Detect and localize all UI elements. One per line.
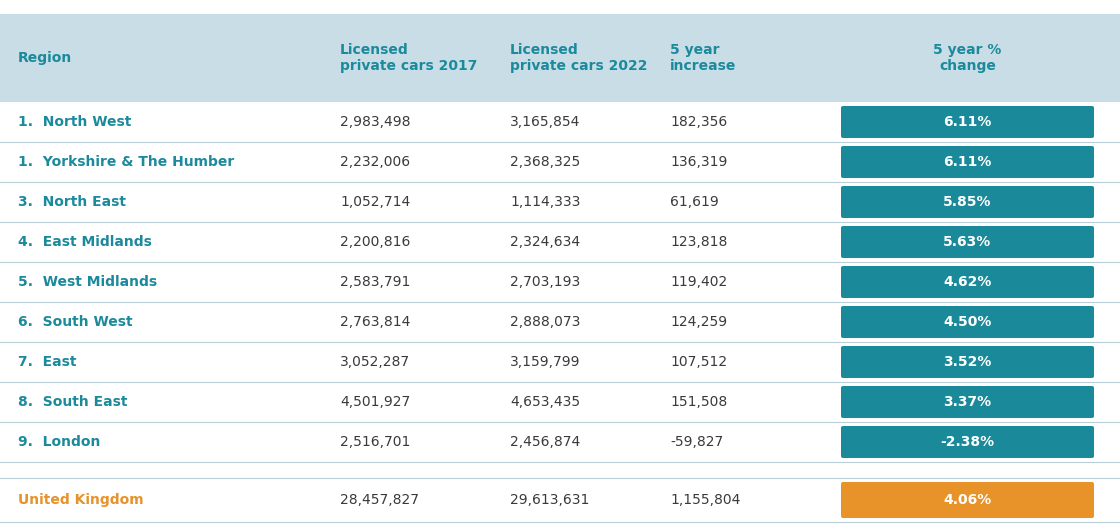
Text: 9.  London: 9. London: [18, 435, 101, 449]
FancyBboxPatch shape: [841, 146, 1094, 178]
Text: 4.62%: 4.62%: [943, 275, 991, 289]
Text: 5 year
increase: 5 year increase: [670, 43, 736, 73]
FancyBboxPatch shape: [841, 426, 1094, 458]
Text: Licensed
private cars 2017: Licensed private cars 2017: [340, 43, 477, 73]
Text: -59,827: -59,827: [670, 435, 724, 449]
Text: 2,583,791: 2,583,791: [340, 275, 410, 289]
Text: 4,501,927: 4,501,927: [340, 395, 410, 409]
Text: 5 year %
change: 5 year % change: [933, 43, 1001, 73]
Text: 4.  East Midlands: 4. East Midlands: [18, 235, 152, 249]
Text: 28,457,827: 28,457,827: [340, 493, 419, 507]
Text: 2,232,006: 2,232,006: [340, 155, 410, 169]
Text: 1.  Yorkshire & The Humber: 1. Yorkshire & The Humber: [18, 155, 234, 169]
FancyBboxPatch shape: [841, 186, 1094, 218]
Text: 2,200,816: 2,200,816: [340, 235, 410, 249]
Text: 29,613,631: 29,613,631: [510, 493, 589, 507]
Text: 119,402: 119,402: [670, 275, 727, 289]
FancyBboxPatch shape: [841, 306, 1094, 338]
Text: 7.  East: 7. East: [18, 355, 76, 369]
Text: 3,159,799: 3,159,799: [510, 355, 580, 369]
Text: 1,052,714: 1,052,714: [340, 195, 410, 209]
Text: 2,516,701: 2,516,701: [340, 435, 410, 449]
Text: 151,508: 151,508: [670, 395, 727, 409]
Text: United Kingdom: United Kingdom: [18, 493, 143, 507]
FancyBboxPatch shape: [841, 226, 1094, 258]
Text: 1,114,333: 1,114,333: [510, 195, 580, 209]
Text: Region: Region: [18, 51, 73, 65]
Text: 3,052,287: 3,052,287: [340, 355, 410, 369]
Text: 2,703,193: 2,703,193: [510, 275, 580, 289]
Text: 1,155,804: 1,155,804: [670, 493, 740, 507]
Text: 2,324,634: 2,324,634: [510, 235, 580, 249]
Text: 3,165,854: 3,165,854: [510, 115, 580, 129]
Text: 182,356: 182,356: [670, 115, 727, 129]
Text: 8.  South East: 8. South East: [18, 395, 128, 409]
FancyBboxPatch shape: [841, 482, 1094, 518]
Text: 3.52%: 3.52%: [943, 355, 991, 369]
Text: 5.85%: 5.85%: [943, 195, 991, 209]
FancyBboxPatch shape: [841, 346, 1094, 378]
Text: 3.  North East: 3. North East: [18, 195, 125, 209]
Text: 2,888,073: 2,888,073: [510, 315, 580, 329]
Text: 3.37%: 3.37%: [943, 395, 991, 409]
Text: 107,512: 107,512: [670, 355, 727, 369]
FancyBboxPatch shape: [841, 266, 1094, 298]
Text: 2,456,874: 2,456,874: [510, 435, 580, 449]
Bar: [0, 14, 1120, 102]
Text: 124,259: 124,259: [670, 315, 727, 329]
Text: 4,653,435: 4,653,435: [510, 395, 580, 409]
FancyBboxPatch shape: [841, 386, 1094, 418]
Text: 5.  West Midlands: 5. West Midlands: [18, 275, 157, 289]
Text: 2,368,325: 2,368,325: [510, 155, 580, 169]
Text: 6.11%: 6.11%: [943, 115, 991, 129]
Text: 136,319: 136,319: [670, 155, 727, 169]
Text: 6.11%: 6.11%: [943, 155, 991, 169]
Text: -2.38%: -2.38%: [941, 435, 995, 449]
Text: 5.63%: 5.63%: [943, 235, 991, 249]
Text: 4.50%: 4.50%: [943, 315, 991, 329]
Text: Licensed
private cars 2022: Licensed private cars 2022: [510, 43, 647, 73]
Text: 2,763,814: 2,763,814: [340, 315, 410, 329]
Text: 123,818: 123,818: [670, 235, 727, 249]
Text: 4.06%: 4.06%: [943, 493, 991, 507]
Text: 2,983,498: 2,983,498: [340, 115, 411, 129]
Text: 61,619: 61,619: [670, 195, 719, 209]
FancyBboxPatch shape: [841, 106, 1094, 138]
Text: 6.  South West: 6. South West: [18, 315, 132, 329]
Text: 1.  North West: 1. North West: [18, 115, 131, 129]
